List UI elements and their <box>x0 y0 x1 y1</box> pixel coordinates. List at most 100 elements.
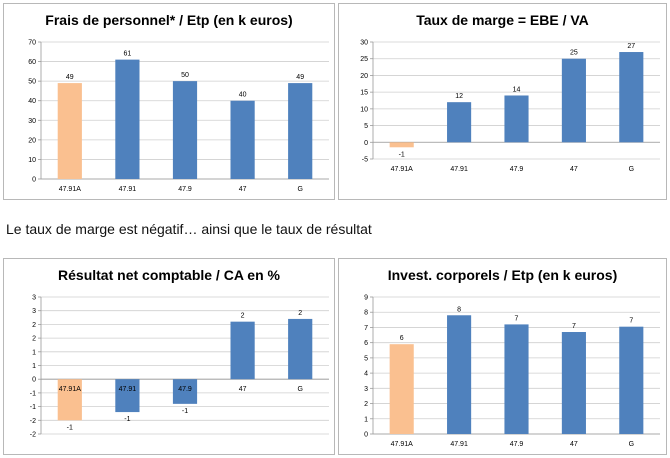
y-tick-label: 70 <box>28 40 36 47</box>
bar-47.9 <box>172 379 198 404</box>
data-label: -1 <box>67 424 73 431</box>
y-tick-label: -2 <box>30 418 36 425</box>
data-label: -1 <box>399 151 405 158</box>
commentary-text: Le taux de marge est négatif… ainsi que … <box>6 221 372 237</box>
y-tick-label: 20 <box>360 73 368 80</box>
bar-47.91 <box>115 59 140 179</box>
y-tick-label: 40 <box>28 98 36 105</box>
y-tick-label: 0 <box>32 177 36 184</box>
category-label: 47.91A <box>59 386 82 393</box>
data-label: 27 <box>627 43 635 50</box>
y-tick-label: 6 <box>364 340 368 347</box>
category-label: 47.9 <box>510 166 524 173</box>
chart-svg: Frais de personnel* / Etp (en k euros) 0 1… <box>28 12 329 193</box>
y-tick-label: 15 <box>360 90 368 97</box>
y-tick-label: -1 <box>30 404 36 411</box>
bar-G <box>288 83 313 179</box>
bar-47.9 <box>504 324 529 434</box>
category-label: 47.91A <box>391 441 414 448</box>
y-tick-label: 5 <box>364 123 368 130</box>
category-label: 47.91 <box>119 386 137 393</box>
category-label: G <box>629 441 634 448</box>
data-label: 14 <box>513 86 521 93</box>
category-label: G <box>297 186 302 193</box>
data-label: -1 <box>124 416 130 423</box>
y-tick-label: -1 <box>30 390 36 397</box>
bar-G <box>619 52 644 143</box>
data-label: 6 <box>400 335 404 342</box>
y-tick-label: 3 <box>32 308 36 315</box>
chart-title: Invest. corporels / Etp (en k euros) <box>388 267 618 283</box>
y-tick-label: 20 <box>28 137 36 144</box>
y-tick-label: 0 <box>364 432 368 439</box>
chart-title: Résultat net comptable / CA en % <box>58 267 281 283</box>
category-label: 47 <box>239 186 247 193</box>
category-label: 47.91 <box>450 441 468 448</box>
y-tick-label: 3 <box>364 386 368 393</box>
y-tick-label: 2 <box>32 336 36 343</box>
bar-47 <box>561 58 586 143</box>
data-label: 7 <box>629 318 633 325</box>
category-label: 47.9 <box>510 441 524 448</box>
chart-title: Taux de marge = EBE / VA <box>416 12 589 28</box>
category-label: 47.9 <box>178 386 192 393</box>
category-label: 47.91 <box>450 166 468 173</box>
y-tick-label: 10 <box>360 106 368 113</box>
y-tick-label: 8 <box>364 310 368 317</box>
y-tick-label: 0 <box>364 140 368 147</box>
y-tick-label: 1 <box>32 363 36 370</box>
category-label: 47 <box>570 166 578 173</box>
chart-svg: Résultat net comptable / CA en % -2 -2 -1 -1… <box>30 267 329 439</box>
data-label: 61 <box>124 51 132 58</box>
category-label: 47.91 <box>119 186 137 193</box>
y-tick-label: 1 <box>32 349 36 356</box>
bar-47.91A <box>389 142 414 148</box>
data-label: 50 <box>181 72 189 79</box>
bar-47.9 <box>172 81 198 179</box>
y-tick-label: 2 <box>32 322 36 329</box>
category-label: 47.91A <box>391 166 414 173</box>
y-tick-label: 50 <box>28 79 36 86</box>
y-tick-label: 9 <box>364 295 368 302</box>
category-label: 47 <box>570 441 578 448</box>
data-label: 2 <box>298 310 302 317</box>
y-tick-label: 2 <box>364 401 368 408</box>
chart-panel-taux-marge: Taux de marge = EBE / VA -5 0 5 10 15 20 25 30 -1… <box>338 3 667 200</box>
data-label: 25 <box>570 50 578 57</box>
bar-47.91 <box>115 379 140 413</box>
y-tick-label: -5 <box>362 157 368 164</box>
y-tick-label: 4 <box>364 371 368 378</box>
y-tick-label: 10 <box>28 157 36 164</box>
chart-panel-invest-corporels: Invest. corporels / Etp (en k euros) 0 1 2 3… <box>338 258 667 455</box>
data-label: 7 <box>572 323 576 330</box>
y-tick-label: 60 <box>28 59 36 66</box>
bar-47.91A <box>57 379 82 421</box>
bar-47 <box>230 321 255 380</box>
bar-47.91A <box>57 83 82 179</box>
bar-47.9 <box>504 95 529 143</box>
data-label: 12 <box>455 93 463 100</box>
category-label: 47.91A <box>59 186 82 193</box>
chart-svg: Taux de marge = EBE / VA -5 0 5 10 15 20 25 30 -1… <box>360 12 660 173</box>
data-label: 49 <box>66 74 74 81</box>
category-label: 47.9 <box>178 186 192 193</box>
data-label: 40 <box>239 92 247 99</box>
data-label: 49 <box>296 74 304 81</box>
bar-47.91 <box>447 102 472 143</box>
y-tick-label: 30 <box>28 118 36 125</box>
bar-47 <box>561 332 586 434</box>
chart-panel-frais-personnel: Frais de personnel* / Etp (en k euros) 0 1… <box>3 3 335 200</box>
y-tick-label: 0 <box>32 377 36 384</box>
y-tick-label: 3 <box>32 295 36 302</box>
chart-title: Frais de personnel* / Etp (en k euros) <box>45 12 292 28</box>
chart-panel-resultat-net: Résultat net comptable / CA en % -2 -2 -1 -1… <box>3 258 335 455</box>
bar-47 <box>230 100 255 179</box>
category-label: G <box>629 166 634 173</box>
category-label: 47 <box>239 386 247 393</box>
data-label: -1 <box>182 408 188 415</box>
bar-47.91 <box>447 315 472 434</box>
y-tick-label: 30 <box>360 40 368 47</box>
data-label: 8 <box>457 306 461 313</box>
bar-G <box>619 326 644 434</box>
bar-47.91A <box>389 344 414 434</box>
